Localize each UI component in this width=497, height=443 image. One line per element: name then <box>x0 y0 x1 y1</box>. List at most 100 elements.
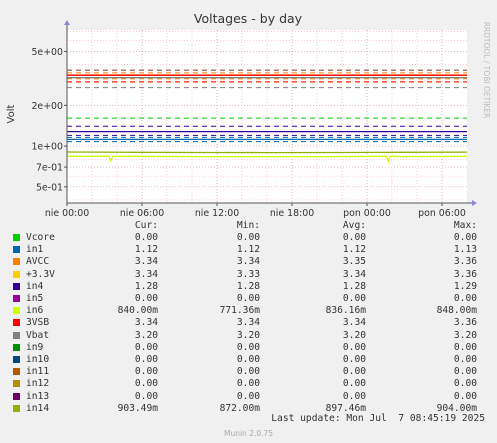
side-credit-label: RRDTOOL / TOBI OETIKER <box>482 22 491 119</box>
legend-min-value: 0.00 <box>236 366 260 378</box>
y-tick-label: 1e+00 <box>31 142 63 153</box>
legend-min-value: 3.20 <box>236 329 260 341</box>
legend-avg-value: 0.00 <box>342 354 366 365</box>
legend-series-name: Vbat <box>26 329 50 341</box>
legend-cur-value: 3.34 <box>134 317 158 329</box>
legend-max-value: 3.20 <box>453 329 477 341</box>
munin-version: Munin 2.0.75 <box>223 429 274 438</box>
legend-cur-value: 0.00 <box>134 366 158 378</box>
legend-min-value: 1.28 <box>236 280 260 292</box>
legend-row: Vbat 3.20 3.20 3.20 3.20 <box>0 330 497 342</box>
legend-swatch <box>13 295 20 302</box>
legend-avg-value: 1.12 <box>342 244 366 256</box>
legend-cur-value: 0.00 <box>134 378 158 390</box>
legend-max-value: 0.00 <box>453 366 477 378</box>
legend-swatch <box>13 404 20 412</box>
legend-cur-value: 0.00 <box>134 293 158 304</box>
legend-min-value: 0.00 <box>236 378 260 390</box>
legend-swatch <box>13 392 20 400</box>
legend-series-name: in12 <box>26 378 50 390</box>
legend-row: in9 0.00 0.00 0.00 0.00 <box>0 342 497 354</box>
x-tick-label: nie 06:00 <box>120 208 164 218</box>
x-tick-label: pon 06:00 <box>418 208 466 218</box>
legend-series-name: +3.3V <box>26 268 55 280</box>
legend-swatch <box>13 343 20 351</box>
legend-row: in14 903.49m 872.00m 897.46m 904.00m <box>0 403 497 415</box>
legend-row: in1 1.12 1.12 1.12 1.13 <box>0 244 497 256</box>
legend-series-name: in11 <box>26 366 50 378</box>
x-tick-label: nie 12:00 <box>195 208 239 218</box>
x-tick-label: nie 00:00 <box>45 208 89 218</box>
legend-min-value: 1.12 <box>236 244 260 256</box>
legend-cur-value: 3.34 <box>134 268 158 280</box>
legend-avg-value: 0.00 <box>342 378 366 390</box>
legend-cur-value: 840.00m <box>117 305 158 317</box>
legend-series-name: in9 <box>26 341 44 353</box>
legend-min-value: 0.00 <box>236 390 260 402</box>
legend-cur-value: 0.00 <box>134 390 158 402</box>
legend-swatch <box>13 282 20 290</box>
x-tick-label: nie 18:00 <box>270 208 314 218</box>
legend-min-value: 3.34 <box>236 317 260 329</box>
legend-row: AVCC 3.34 3.34 3.35 3.36 <box>0 256 497 268</box>
legend-cur-value: 1.28 <box>134 280 158 292</box>
legend-avg-value: 897.46m <box>325 402 366 414</box>
header-cur: Cur: <box>134 220 158 231</box>
legend-swatch <box>13 307 20 315</box>
chart-title: Voltages - by day <box>194 11 303 26</box>
legend-max-value: 904.00m <box>436 402 477 414</box>
x-axis-arrow-icon <box>472 200 477 206</box>
y-tick-label: 5e-01 <box>36 182 63 193</box>
plot-area: 5e+00 2e+00 1e+00 7e-01 5e-01 nie 00:00 nie 06… <box>31 20 477 218</box>
legend-avg-value: 0.00 <box>342 341 366 353</box>
legend-max-value: 3.36 <box>453 268 477 280</box>
legend-min-value: 0.00 <box>236 354 260 365</box>
legend-row: in10 0.00 0.00 0.00 0.00 <box>0 354 497 366</box>
legend-max-value: 0.00 <box>453 341 477 353</box>
header-max: Max: <box>453 220 477 231</box>
legend-series-name: AVCC <box>26 256 50 268</box>
legend-cur-value: 3.34 <box>134 256 158 268</box>
series-line-in6 <box>67 155 468 164</box>
legend-cur-value: 3.20 <box>134 329 158 341</box>
legend-max-value: 848.00m <box>436 305 477 317</box>
legend-cur-value: 903.49m <box>117 402 158 414</box>
legend-cur-value: 1.12 <box>134 244 158 256</box>
legend-row: in4 1.28 1.28 1.28 1.29 <box>0 281 497 293</box>
legend-row: Vcore 0.00 0.00 0.00 0.00 <box>0 232 497 244</box>
legend-swatch <box>13 368 20 376</box>
legend-max-value: 3.36 <box>453 256 477 268</box>
legend-swatch <box>13 319 20 327</box>
legend-swatch <box>13 234 20 241</box>
legend-min-value: 0.00 <box>236 232 260 243</box>
legend-series-name: in5 <box>26 293 44 304</box>
legend-header: Cur: Min: Avg: Max: <box>0 220 497 232</box>
legend-min-value: 3.33 <box>236 268 260 280</box>
legend-min-value: 0.00 <box>236 341 260 353</box>
legend-avg-value: 3.35 <box>342 256 366 268</box>
legend-max-value: 1.29 <box>453 280 477 292</box>
legend-avg-value: 0.00 <box>342 293 366 304</box>
legend-series-name: in6 <box>26 305 44 317</box>
legend-row: +3.3V 3.34 3.33 3.34 3.36 <box>0 269 497 281</box>
legend-series-name: in10 <box>26 354 50 365</box>
legend-avg-value: 0.00 <box>342 366 366 378</box>
legend-series-name: in13 <box>26 390 50 402</box>
legend-avg-value: 836.16m <box>325 305 366 317</box>
legend-avg-value: 0.00 <box>342 232 366 243</box>
header-avg: Avg: <box>342 220 366 231</box>
legend-max-value: 1.13 <box>453 244 477 256</box>
legend-min-value: 771.36m <box>219 305 260 317</box>
legend-max-value: 0.00 <box>453 293 477 304</box>
legend-max-value: 0.00 <box>453 354 477 365</box>
legend-swatch <box>13 380 20 388</box>
y-axis-arrow-icon <box>64 20 70 25</box>
legend-series-name: in1 <box>26 244 44 256</box>
legend-series-name: in4 <box>26 280 44 292</box>
legend-swatch <box>13 258 20 266</box>
legend-min-value: 0.00 <box>236 293 260 304</box>
legend-cur-value: 0.00 <box>134 354 158 365</box>
header-min: Min: <box>236 220 260 231</box>
legend-max-value: 0.00 <box>453 390 477 402</box>
voltage-chart: Voltages - by day Volt RRDTOOL / TOBI OE… <box>6 11 491 218</box>
